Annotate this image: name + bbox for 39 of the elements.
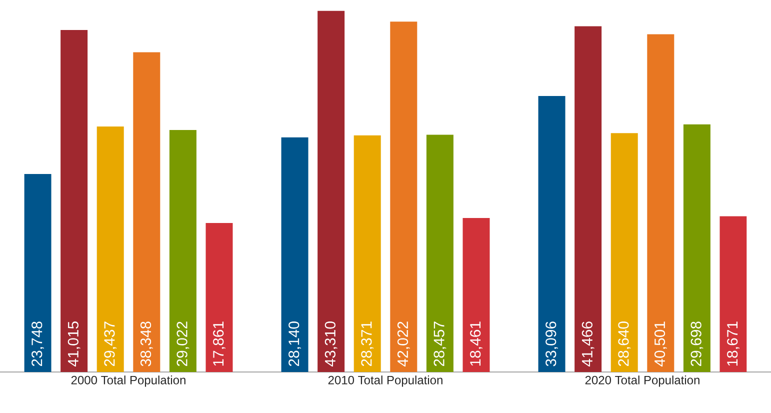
- data-label: 41,466: [582, 322, 594, 366]
- x-tick-label: 2000 Total Population: [71, 376, 186, 387]
- data-label: 28,640: [618, 322, 631, 366]
- bar: [390, 22, 418, 372]
- data-label: 29,437: [104, 322, 117, 366]
- data-label: 28,371: [361, 322, 374, 366]
- data-label: 28,140: [288, 322, 301, 366]
- bar: [720, 216, 747, 372]
- x-tick-label: 2020 Total Population: [585, 376, 700, 387]
- bar: [354, 135, 381, 372]
- bar: [96, 126, 124, 372]
- bar: [169, 130, 196, 372]
- bar: [318, 10, 345, 372]
- bar: [60, 30, 88, 372]
- bar: [574, 26, 602, 372]
- data-label: 43,310: [324, 322, 338, 366]
- data-label: 18,461: [470, 322, 482, 366]
- data-label: 38,348: [140, 322, 153, 366]
- bar: [206, 223, 233, 372]
- data-label: 40,501: [654, 322, 667, 366]
- bar: [683, 124, 710, 372]
- data-label: 18,671: [727, 322, 740, 366]
- bar: [24, 174, 52, 372]
- data-label: 41,015: [68, 322, 80, 366]
- bar: [462, 218, 490, 372]
- x-tick-label: 2010 Total Population: [328, 376, 442, 387]
- data-label: 33,096: [546, 322, 558, 366]
- bar: [610, 133, 638, 372]
- bar: [426, 134, 454, 372]
- bar: [538, 96, 566, 372]
- data-label: 23,748: [32, 322, 44, 366]
- data-label: 29,022: [176, 322, 190, 366]
- data-label: 29,698: [690, 322, 704, 366]
- data-label: 28,457: [434, 322, 446, 366]
- bar: [281, 137, 308, 372]
- data-label: 42,022: [397, 322, 410, 366]
- bar: [133, 52, 160, 372]
- data-label: 17,861: [213, 322, 226, 366]
- bar: [647, 34, 674, 372]
